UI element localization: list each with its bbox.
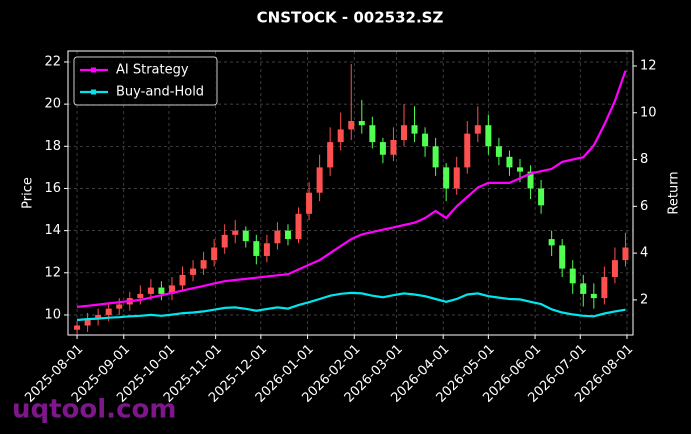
y2-tick-label: 12 — [640, 58, 657, 73]
chart-title: CNSTOCK - 002532.SZ — [257, 9, 444, 27]
legend-box — [73, 56, 218, 106]
candle-body — [369, 125, 376, 143]
candle-body — [379, 142, 386, 155]
candle-body — [358, 120, 365, 126]
candle-body — [221, 234, 228, 248]
candle-body — [559, 245, 566, 269]
candle-body — [611, 260, 618, 278]
candle-body — [390, 139, 397, 155]
legend-marker — [91, 67, 96, 73]
candle-body — [137, 293, 144, 299]
candle-body — [284, 230, 291, 240]
candle-body — [422, 133, 429, 147]
candle-body — [168, 285, 175, 294]
y2-tick-label: 10 — [640, 105, 657, 120]
candle-body — [474, 125, 481, 134]
y2-axis-label: Return — [667, 171, 682, 214]
y-tick-label: 12 — [44, 265, 61, 280]
y2-tick-label: 4 — [640, 246, 648, 261]
candle-body — [495, 146, 502, 157]
series-line — [76, 70, 627, 308]
candle-body — [232, 230, 239, 235]
y-tick-label: 10 — [44, 307, 61, 322]
candle-body — [590, 293, 597, 299]
candle-body — [116, 304, 123, 309]
candle-body — [337, 129, 344, 143]
y-tick-label: 14 — [44, 223, 61, 238]
candle-body — [506, 156, 513, 168]
candle-body — [190, 268, 197, 275]
candle-body — [211, 247, 218, 261]
candle-body — [538, 188, 545, 206]
candle-body — [432, 146, 439, 168]
candle-body — [95, 314, 102, 320]
y-axis-label: Price — [21, 177, 36, 209]
candle-body — [200, 260, 207, 269]
candle-body — [158, 287, 165, 294]
y-tick-label: 22 — [44, 54, 61, 69]
candle-body — [327, 142, 334, 168]
candle-body — [147, 287, 154, 294]
candle-body — [580, 283, 587, 294]
candle-body — [84, 319, 91, 326]
candle-body — [443, 167, 450, 189]
legend-label: Buy-and-Hold — [116, 85, 204, 100]
candle-body — [263, 243, 270, 256]
candle-body — [527, 171, 534, 189]
series-line — [76, 291, 626, 322]
y2-tick-label: 2 — [640, 292, 648, 307]
candle-body — [569, 268, 576, 284]
candle-body — [517, 167, 523, 172]
candle-body — [295, 213, 302, 240]
candle-body — [400, 125, 407, 140]
plot-frame — [67, 50, 634, 336]
candle-body — [316, 167, 323, 193]
candle-body — [464, 133, 471, 168]
y-tick-label: 18 — [44, 139, 61, 154]
candle-body — [253, 241, 260, 256]
candle-body — [74, 325, 81, 330]
legend-label: AI Strategy — [116, 63, 189, 78]
candle-body — [548, 239, 555, 246]
candle-body — [453, 167, 460, 189]
candle-body — [601, 277, 608, 299]
candle-body — [179, 274, 186, 286]
candle-body — [622, 247, 629, 261]
candle-body — [306, 192, 313, 214]
candle-body — [411, 125, 418, 134]
y-tick-label: 20 — [44, 97, 61, 112]
candle-body — [105, 308, 112, 315]
y-tick-label: 16 — [44, 181, 61, 196]
candle-body — [274, 230, 281, 244]
candle-body — [242, 230, 249, 242]
watermark: uqtool.com — [12, 395, 176, 425]
candle-body — [485, 125, 492, 147]
y2-tick-label: 6 — [640, 199, 648, 214]
legend-marker — [91, 89, 96, 95]
y2-tick-label: 8 — [640, 152, 648, 167]
candle-body — [348, 120, 355, 130]
